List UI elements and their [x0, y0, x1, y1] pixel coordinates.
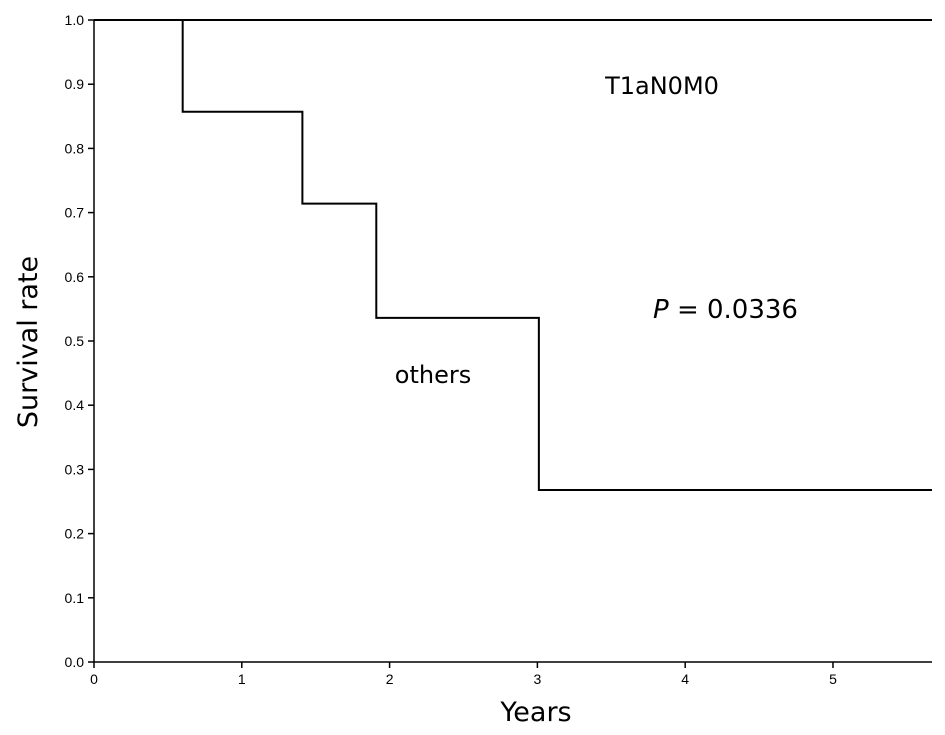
x-axis-title: Years — [499, 697, 571, 728]
series-layer — [94, 19, 932, 491]
y-axis-title: Survival rate — [13, 256, 44, 428]
y-tick-label: 0.9 — [65, 76, 85, 92]
series-label-t1an0m0: T1aN0M0 — [604, 72, 719, 100]
x-tick-label: 2 — [386, 671, 394, 687]
y-tick-label: 0.7 — [65, 205, 85, 221]
series-label-others: others — [395, 361, 471, 389]
y-tick-label: 0.5 — [65, 333, 85, 349]
y-tick-label: 0.3 — [65, 461, 85, 477]
y-tick-label: 0.1 — [65, 590, 85, 606]
y-tick-label: 0.2 — [65, 526, 85, 542]
y-ticks: 0.0 0.1 0.2 0.3 0.4 0.5 0.6 0.7 0.8 0.9 1.0 — [65, 12, 94, 670]
y-tick-label: 0.0 — [65, 654, 85, 670]
p-value-annotation: P = 0.0336 — [653, 295, 798, 325]
x-tick-label: 3 — [533, 671, 541, 687]
axes-layer — [93, 20, 932, 663]
x-tick-label: 5 — [829, 671, 837, 687]
p-symbol: P — [653, 295, 669, 325]
y-tick-label: 0.6 — [65, 269, 85, 285]
x-ticks: 0 1 2 3 4 5 — [90, 662, 837, 687]
y-tick-label: 1.0 — [65, 12, 85, 28]
x-tick-label: 1 — [238, 671, 246, 687]
y-tick-label: 0.8 — [65, 140, 85, 156]
y-tick-label: 0.4 — [65, 397, 85, 413]
x-tick-label: 4 — [681, 671, 689, 687]
x-tick-label: 0 — [90, 671, 98, 687]
series-line-others — [94, 19, 932, 491]
p-value-text: = 0.0336 — [669, 295, 798, 325]
